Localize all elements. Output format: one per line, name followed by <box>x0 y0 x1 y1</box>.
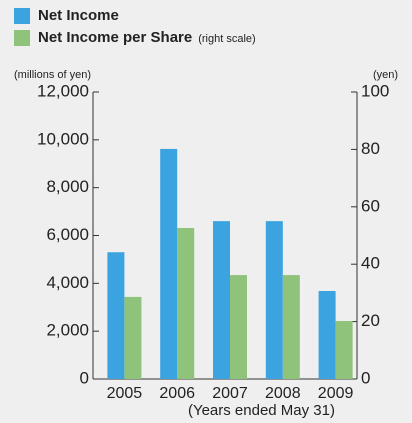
x-tick-label: 2008 <box>265 385 301 402</box>
x-tick-label: 2006 <box>159 385 195 402</box>
bar <box>124 296 142 379</box>
y-tick-label: 4,000 <box>46 273 89 292</box>
y2-axis-label: (yen) <box>373 69 398 81</box>
legend-swatch <box>14 30 30 46</box>
y2-tick-label: 80 <box>361 139 380 158</box>
legend-label: Net Income <box>38 7 119 24</box>
y2-tick-label: 20 <box>361 311 380 330</box>
bar <box>177 228 195 379</box>
y-tick-label: 10,000 <box>37 129 89 148</box>
y2-tick-label: 40 <box>361 254 380 273</box>
legend-note: (right scale) <box>198 33 255 45</box>
legend-swatch <box>14 8 30 24</box>
bar <box>265 221 283 379</box>
bar <box>282 275 300 379</box>
x-tick-label: 2009 <box>318 385 354 402</box>
bar <box>160 148 178 379</box>
y-tick-label: 0 <box>80 368 89 387</box>
bar <box>230 275 247 379</box>
y2-tick-label: 60 <box>361 196 380 215</box>
bar <box>107 252 125 379</box>
y-axis-label: (millions of yen) <box>14 69 91 81</box>
y-tick-label: 6,000 <box>46 225 89 244</box>
y-tick-label: 8,000 <box>46 177 89 196</box>
y2-tick-label: 0 <box>361 368 370 387</box>
x-axis-label: (Years ended May 31) <box>188 402 335 419</box>
bar <box>213 221 230 379</box>
bar <box>335 321 353 379</box>
x-tick-label: 2005 <box>107 385 143 402</box>
bar <box>318 290 336 379</box>
legend-label: Net Income per Share <box>38 29 192 46</box>
y-tick-label: 2,000 <box>46 321 89 340</box>
y-tick-label: 12,000 <box>37 81 89 100</box>
x-tick-label: 2007 <box>212 385 248 402</box>
y2-tick-label: 100 <box>361 81 389 100</box>
